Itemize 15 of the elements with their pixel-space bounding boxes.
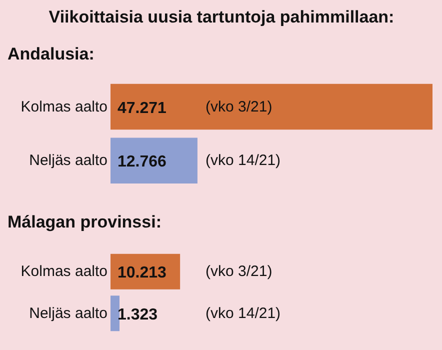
chart-title: Málagan provinssi: [8,212,162,232]
annotation: (vko 3/21) [206,98,272,116]
annotation: (vko 14/21) [206,152,281,170]
y-tick-label: Neljäs aalto [29,152,108,170]
y-tick-label: Kolmas aalto [20,263,108,280]
y-tick-label: Kolmas aalto [20,98,108,116]
text: (vko 3/21) [206,263,272,280]
y-tick-label: Neljäs aalto [29,304,108,322]
data-label: 1.323 [118,306,158,324]
chart-title: Viikoittaisia uusia tartuntoja pahimmillaan: [48,8,394,26]
data-label: 47.271 [118,100,167,117]
text: (vko 14/21) [206,304,281,322]
data-label: 10.213 [118,264,167,282]
data-label: 12.766 [118,154,167,171]
chart-subtitle: Andalusia: [8,44,94,64]
